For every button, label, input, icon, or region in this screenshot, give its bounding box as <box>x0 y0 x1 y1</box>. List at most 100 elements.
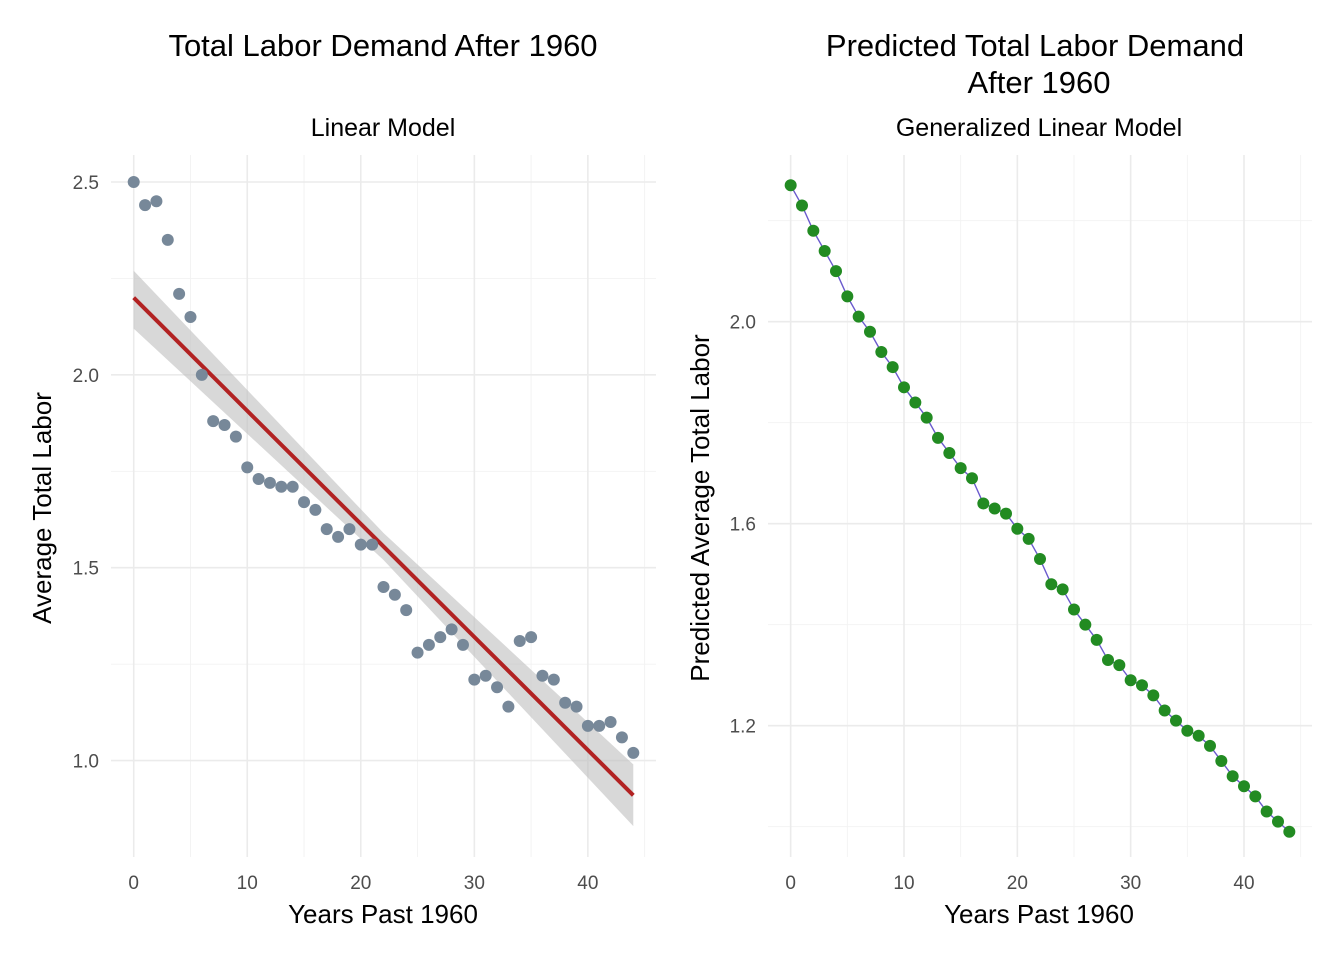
y-tick-label: 2.5 <box>73 173 99 194</box>
prediction-point <box>784 179 797 192</box>
data-point <box>252 473 265 485</box>
data-point <box>570 700 583 713</box>
left-y-tick-labels: 1.0 1.5 2.0 2.5 <box>73 173 99 773</box>
data-point <box>229 430 242 443</box>
data-point <box>161 233 174 246</box>
data-point <box>627 746 640 759</box>
data-point <box>468 673 481 686</box>
data-point <box>184 311 197 323</box>
prediction-point <box>932 431 944 444</box>
data-point <box>354 538 367 551</box>
data-point <box>388 588 401 601</box>
data-point <box>173 287 186 300</box>
y-tick-label: 2.0 <box>730 313 756 334</box>
prediction-point <box>1204 739 1216 752</box>
prediction-point <box>1158 704 1171 717</box>
prediction-point <box>1102 654 1114 667</box>
right-connector-line-layer <box>790 184 1290 833</box>
prediction-point <box>830 265 842 278</box>
data-point <box>332 530 345 543</box>
prediction-point <box>1238 780 1250 793</box>
data-point <box>309 503 322 516</box>
prediction-point <box>875 345 888 358</box>
x-tick-label: 10 <box>237 873 258 894</box>
left-chart-subtitle: Linear Model <box>311 114 456 142</box>
data-point <box>604 716 617 728</box>
prediction-point <box>1090 633 1103 646</box>
right-x-axis-title: Years Past 1960 <box>944 899 1134 929</box>
data-point <box>241 461 254 474</box>
prediction-point <box>943 446 956 459</box>
data-point <box>581 719 594 732</box>
data-point <box>263 476 276 489</box>
y-tick-label: 1.0 <box>73 752 99 773</box>
data-point <box>547 673 560 686</box>
prediction-point <box>818 244 831 257</box>
y-tick-label: 1.2 <box>730 717 756 738</box>
left-x-axis-title: Years Past 1960 <box>288 899 478 929</box>
data-point <box>513 635 526 647</box>
panel-linear-model: Total Labor Demand After 1960 Linear Mod… <box>27 28 656 929</box>
x-tick-label: 10 <box>893 873 914 894</box>
prediction-point <box>1068 603 1080 616</box>
prediction-point <box>1000 507 1012 520</box>
prediction-point <box>796 199 808 212</box>
right-y-tick-labels: 1.2 1.6 2.0 <box>730 313 756 738</box>
data-point <box>298 496 311 509</box>
prediction-point <box>988 502 1001 515</box>
prediction-point <box>1272 815 1284 828</box>
data-point <box>445 623 458 636</box>
prediction-point <box>1283 825 1296 838</box>
data-point <box>536 669 549 682</box>
prediction-point <box>1147 689 1160 702</box>
prediction-point <box>966 472 978 485</box>
prediction-point <box>864 325 876 338</box>
data-point <box>275 480 288 493</box>
data-point <box>479 669 492 682</box>
prediction-point <box>1215 755 1228 768</box>
right-chart-title-line-2: After 1960 <box>967 65 1110 100</box>
prediction-point <box>807 224 820 237</box>
data-point <box>411 646 424 659</box>
prediction-point <box>1011 522 1024 535</box>
prediction-point <box>1079 618 1092 631</box>
y-tick-label: 2.0 <box>73 366 99 387</box>
prediction-point <box>1056 583 1069 596</box>
prediction-point <box>1034 553 1046 566</box>
x-tick-label: 30 <box>464 873 485 894</box>
data-point <box>422 638 435 651</box>
data-point <box>150 195 163 208</box>
prediction-point <box>841 290 854 303</box>
prediction-point <box>954 462 967 475</box>
left-x-tick-labels: 0 10 20 30 40 <box>128 873 598 894</box>
right-x-tick-labels: 0 10 20 30 40 <box>785 873 1254 894</box>
data-point <box>195 368 208 381</box>
prediction-point <box>1124 674 1137 687</box>
data-point <box>559 696 572 709</box>
data-point <box>434 631 447 644</box>
data-point <box>207 415 220 428</box>
x-tick-label: 0 <box>785 873 796 894</box>
panel-generalized-linear-model: Predicted Total Labor Demand After 1960 … <box>685 28 1312 929</box>
prediction-point <box>1170 714 1182 727</box>
prediction-point <box>1249 790 1262 803</box>
data-point <box>218 419 231 431</box>
right-grid <box>768 155 1312 857</box>
right-chart-subtitle: Generalized Linear Model <box>896 114 1182 142</box>
x-tick-label: 40 <box>1233 873 1254 894</box>
data-point <box>491 681 504 694</box>
data-point <box>593 719 606 732</box>
data-point <box>456 638 469 651</box>
prediction-point <box>920 411 933 424</box>
prediction-point <box>1136 679 1148 692</box>
data-point <box>139 199 152 212</box>
x-tick-label: 40 <box>577 873 598 894</box>
left-fit-line-layer <box>132 296 635 797</box>
prediction-point <box>1181 724 1194 737</box>
left-y-axis-title: Average Total Labor <box>27 392 57 624</box>
prediction-point <box>1192 729 1205 742</box>
prediction-point <box>898 381 910 394</box>
data-point <box>366 538 379 551</box>
data-point <box>320 523 333 536</box>
